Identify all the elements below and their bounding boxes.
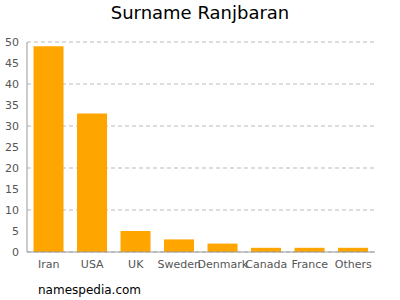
svg-text:5: 5 (12, 225, 19, 238)
svg-text:0: 0 (12, 246, 19, 259)
svg-text:Others: Others (335, 258, 372, 271)
svg-text:20: 20 (8, 162, 19, 175)
html-text:namespedia.com: namespedia.com (38, 283, 141, 297)
html-text:Surname Ranjbaran: Surname Ranjbaran (110, 2, 290, 23)
svg-text:UK: UK (128, 258, 144, 271)
svg-text:France: France (291, 258, 328, 271)
svg-text:15: 15 (8, 183, 19, 196)
svg-text:10: 10 (8, 204, 19, 217)
svg-text:25: 25 (8, 141, 19, 154)
svg-text:USA: USA (81, 258, 104, 271)
svg-text:40: 40 (8, 78, 19, 91)
svg-text:50: 50 (8, 36, 19, 49)
svg-text:35: 35 (8, 99, 19, 112)
svg-text:30: 30 (8, 120, 19, 133)
svg-text:Sweden: Sweden (158, 258, 201, 271)
svg-text:45: 45 (8, 57, 19, 70)
svg-text:Iran: Iran (38, 258, 60, 271)
svg-text:Denmark: Denmark (197, 258, 248, 271)
svg-text:Canada: Canada (245, 258, 287, 271)
